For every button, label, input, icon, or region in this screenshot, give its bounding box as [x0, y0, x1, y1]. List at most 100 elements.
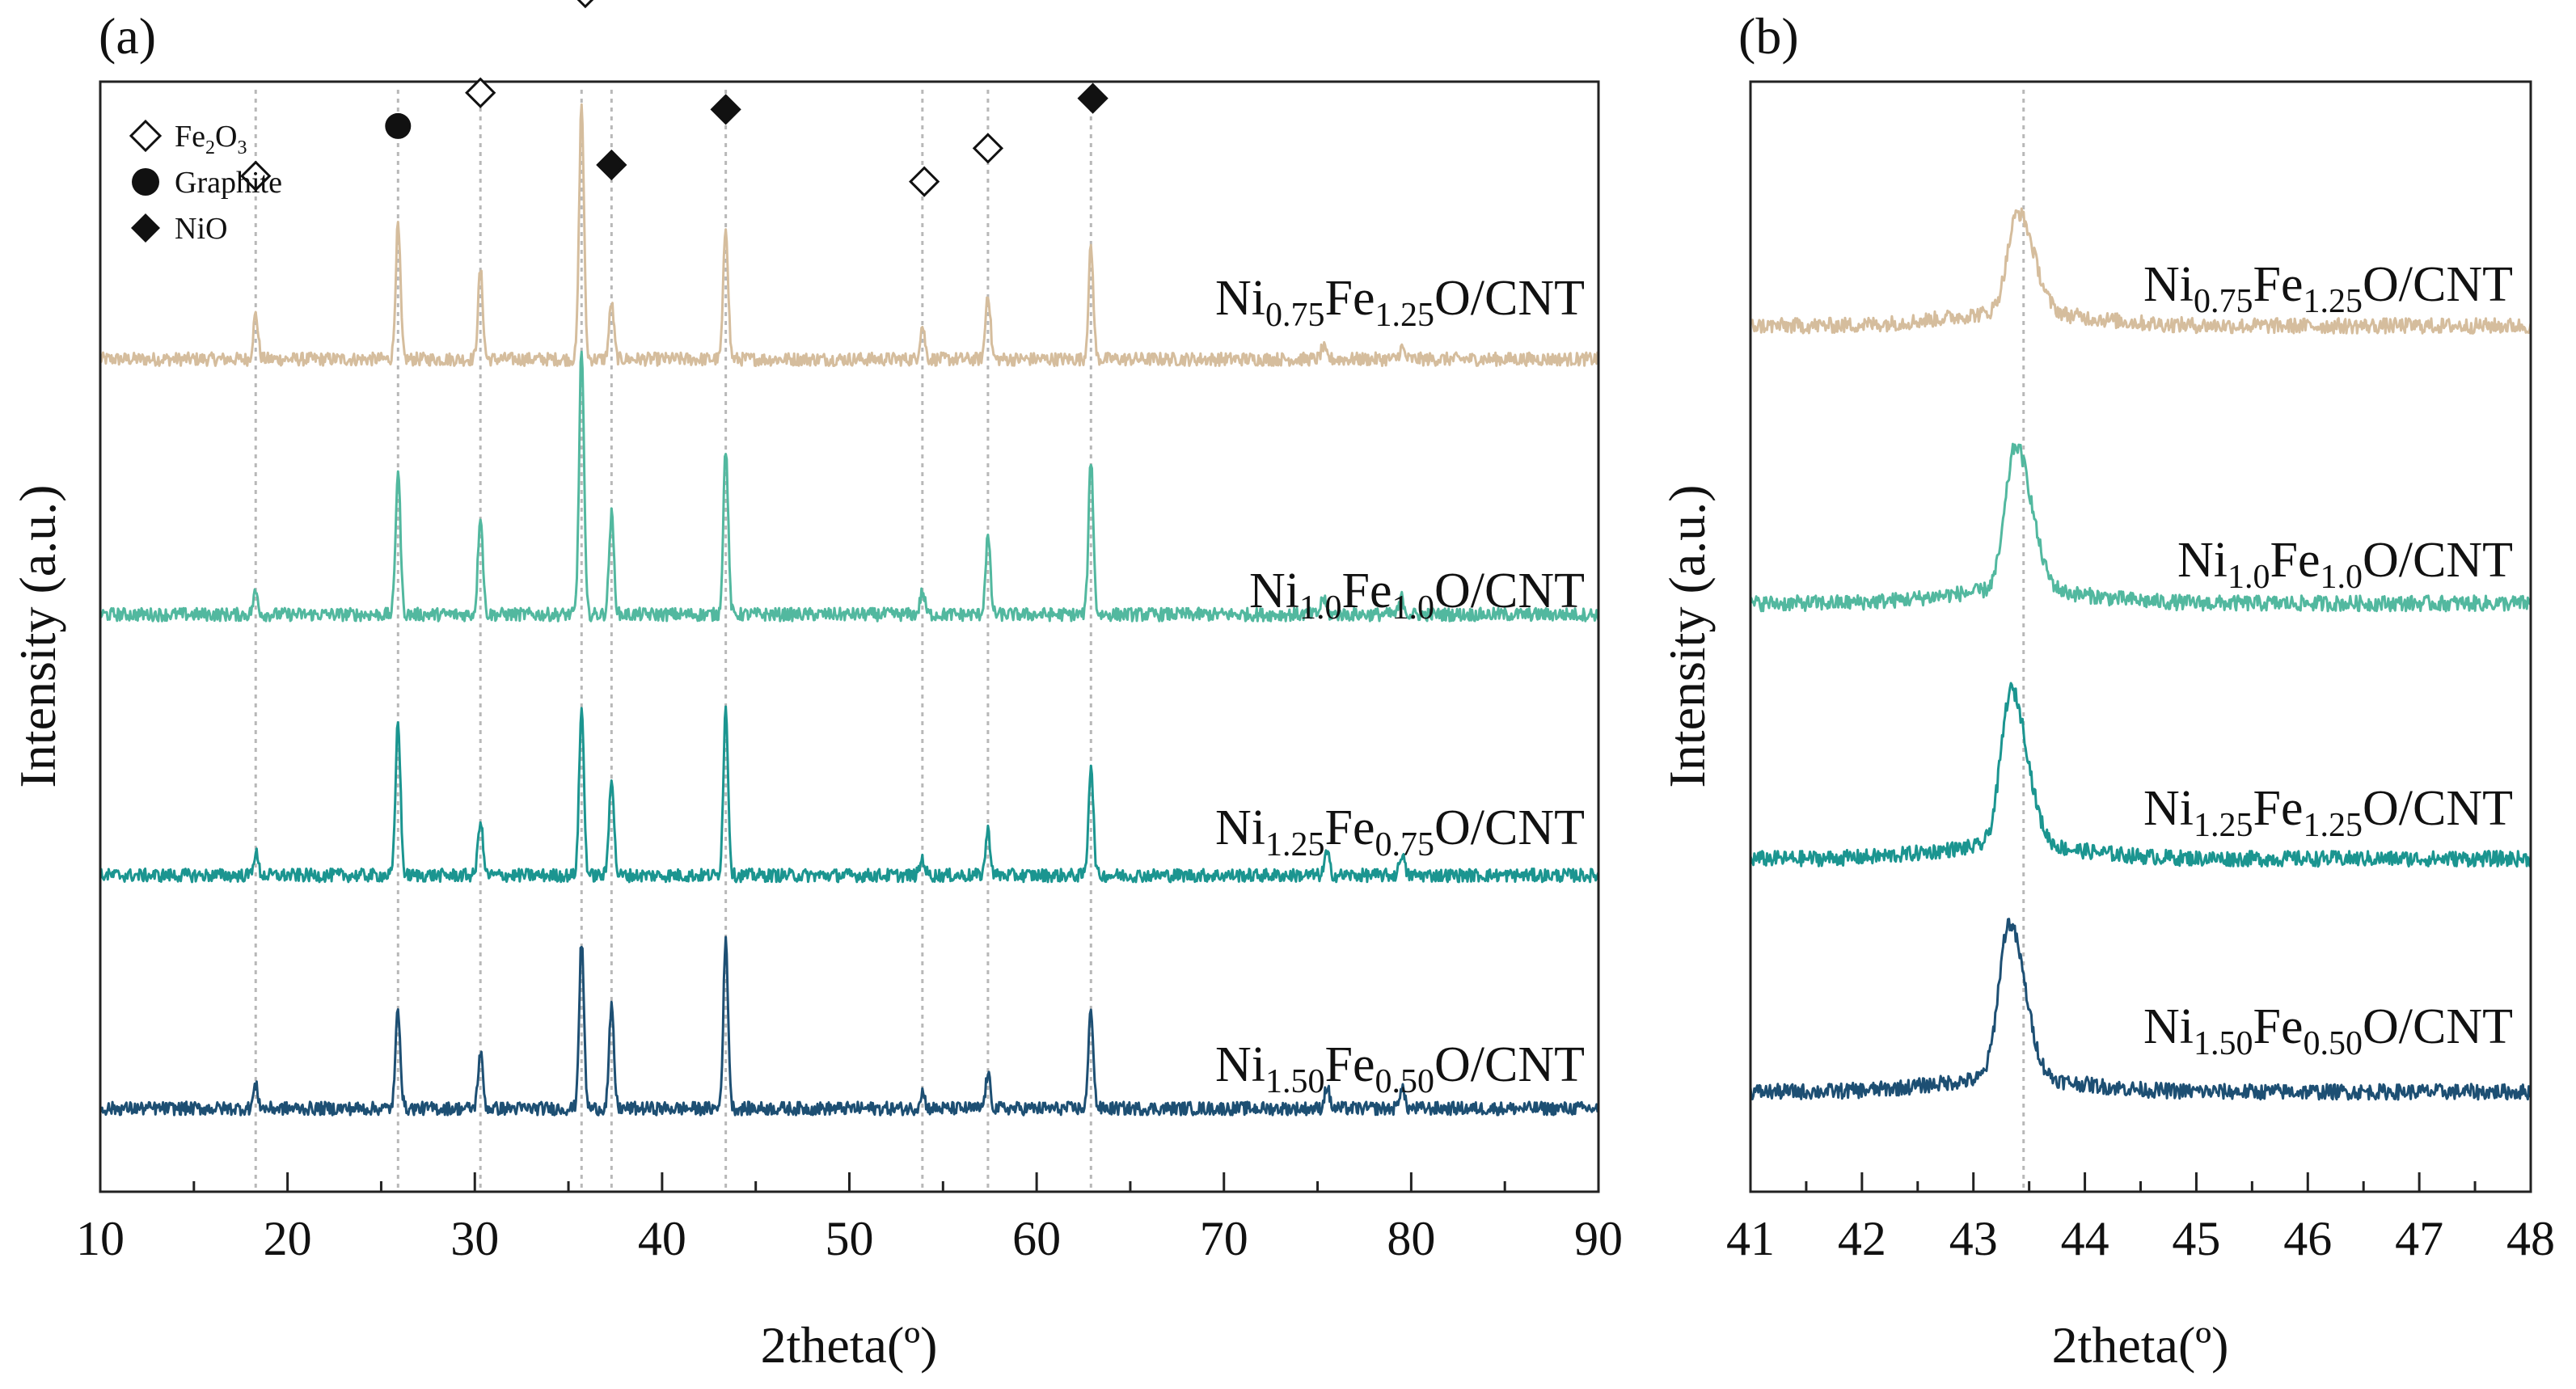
a-label3-s1: 1.50	[1265, 1063, 1325, 1100]
a-label0-ni: Ni	[1215, 271, 1265, 326]
panel-a-y-axis-label: Intensity (a.u.)	[9, 485, 66, 788]
b-label1-fe: Fe	[2270, 533, 2321, 588]
graphite-marker	[385, 112, 412, 139]
panel-a-plot-frame	[99, 80, 1600, 1193]
series-line-3	[99, 935, 1600, 1117]
b-label3-ni: Ni	[2143, 999, 2194, 1054]
a-label0-s1: 0.75	[1265, 297, 1325, 334]
legend-fe2o3-part2: O	[215, 120, 237, 154]
x-tick-label: 90	[1574, 1212, 1623, 1265]
b-label1-ni: Ni	[2177, 533, 2228, 588]
x-tick-label: 44	[2061, 1212, 2109, 1265]
nio-marker	[1077, 82, 1109, 114]
series-line-2	[1749, 682, 2532, 868]
b-label3-s2: 0.50	[2304, 1025, 2363, 1062]
panel-b-series-labels: Ni0.75Fe1.25O/CNT Ni1.0Fe1.0O/CNT Ni1.25…	[2143, 257, 2513, 1062]
fe2o3-marker	[576, 0, 594, 9]
nio-marker	[710, 94, 741, 125]
panel-a-x-axis-label: 2theta(º)	[761, 1316, 938, 1374]
x-tick-label: 20	[264, 1212, 312, 1265]
a-label2-s2: 0.75	[1375, 826, 1435, 863]
b-label0-ni: Ni	[2143, 257, 2194, 312]
legend-graphite-label: Graphite	[175, 166, 282, 200]
x-tick-label: 70	[1200, 1212, 1248, 1265]
legend-fe2o3-sub1: 2	[205, 137, 215, 158]
x-tick-label: 46	[2283, 1212, 2332, 1265]
x-tick-label: 45	[2172, 1212, 2220, 1265]
b-label1-s1: 1.0	[2228, 559, 2270, 596]
panel-b-y-axis-label: Intensity (a.u.)	[1658, 485, 1716, 788]
series-line-0	[1750, 207, 2532, 335]
b-label0-s2: 1.25	[2304, 283, 2363, 320]
b-label3-s1: 1.50	[2194, 1025, 2253, 1062]
panel-b-x-axis-label: 2theta(º)	[2052, 1316, 2229, 1374]
panel-b-traces	[1749, 207, 2532, 1101]
a-label1-s1: 1.0	[1299, 589, 1342, 627]
a-label0-fe: Fe	[1325, 271, 1375, 326]
series-line-1	[99, 350, 1600, 623]
x-tick-label: 41	[1726, 1212, 1775, 1265]
b-label0-fe: Fe	[2253, 257, 2304, 312]
open-diamond-icon	[129, 119, 163, 153]
a-label2-fe: Fe	[1325, 800, 1375, 855]
panel-a-reference-lines	[254, 90, 1092, 1192]
b-series-label-0: Ni0.75Fe1.25O/CNT	[2143, 257, 2513, 320]
panel-a-x-ticks: 10 20 30 40 50 60 70 80 90	[76, 1172, 1623, 1265]
legend-fe2o3-sub2: 3	[237, 137, 247, 158]
panel-a-legend: Fe2O3 Graphite NiO	[129, 119, 282, 246]
a-label1-ni: Ni	[1249, 564, 1299, 619]
b-label1-s2: 1.0	[2321, 559, 2363, 596]
b-series-label-3: Ni1.50Fe0.50O/CNT	[2143, 999, 2513, 1062]
legend-entry-fe2o3: Fe2O3	[129, 119, 247, 158]
a-label0-tail: O/CNT	[1434, 271, 1585, 326]
a-label2-ni: Ni	[1215, 800, 1265, 855]
a-label2-tail: O/CNT	[1434, 800, 1585, 855]
a-label1-tail: O/CNT	[1434, 564, 1585, 619]
filled-circle-icon	[132, 168, 159, 196]
panel-a-series-labels: Ni0.75Fe1.25O/CNT Ni1.0Fe1.0O/CNT Ni1.25…	[1215, 271, 1585, 1100]
panel-b-x-ticks: 41 42 43 44 45 46 47 48	[1726, 1172, 2555, 1265]
x-tick-label: 50	[826, 1212, 874, 1265]
legend-entry-nio: NiO	[131, 212, 227, 246]
fe2o3-marker	[240, 160, 272, 192]
b-label3-fe: Fe	[2253, 999, 2304, 1054]
b-series-label-2: Ni1.25Fe1.25O/CNT	[2143, 781, 2513, 844]
b-label2-s1: 1.25	[2194, 807, 2253, 844]
a-label3-ni: Ni	[1215, 1037, 1265, 1092]
panel-a-traces	[99, 103, 1600, 1117]
b-label2-ni: Ni	[2143, 781, 2194, 836]
b-label0-s1: 0.75	[2194, 283, 2253, 320]
x-tick-label: 80	[1387, 1212, 1435, 1265]
panel-a-phase-markers	[240, 0, 1109, 197]
x-tick-label: 30	[450, 1212, 499, 1265]
x-tick-label: 60	[1012, 1212, 1061, 1265]
legend-entry-graphite: Graphite	[132, 166, 282, 200]
fe2o3-marker	[909, 166, 940, 197]
svg-text:Fe2O3: Fe2O3	[175, 120, 247, 158]
series-line-1	[1749, 442, 2532, 613]
b-label2-s2: 1.25	[2304, 807, 2363, 844]
series-line-2	[99, 705, 1600, 884]
legend-nio-label: NiO	[175, 212, 227, 246]
a-label1-s2: 1.0	[1392, 589, 1435, 627]
a-series-label-0: Ni0.75Fe1.25O/CNT	[1215, 271, 1585, 334]
a-label0-s2: 1.25	[1375, 297, 1435, 334]
b-label2-tail: O/CNT	[2363, 781, 2513, 836]
x-tick-label: 48	[2506, 1212, 2555, 1265]
b-label1-tail: O/CNT	[2363, 533, 2513, 588]
b-series-label-1: Ni1.0Fe1.0O/CNT	[2177, 533, 2513, 596]
x-tick-label: 43	[1949, 1212, 1998, 1265]
series-line-0	[99, 103, 1600, 367]
a-series-label-2: Ni1.25Fe0.75O/CNT	[1215, 800, 1585, 863]
nio-marker	[596, 149, 627, 181]
series-line-3	[1749, 918, 2532, 1101]
a-series-label-1: Ni1.0Fe1.0O/CNT	[1249, 564, 1585, 627]
panel-a: (a) 10 20 30 40 50 60 70 80 90 Fe2O3 Graphite Ni…	[9, 0, 1623, 1374]
a-label3-s2: 0.50	[1375, 1063, 1435, 1100]
x-tick-label: 10	[76, 1212, 125, 1265]
panel-b: (b) 41 42 43 44 45 46 47 48 Ni0.75Fe1.25O/CNT N…	[1658, 7, 2555, 1374]
x-tick-label: 40	[638, 1212, 686, 1265]
b-label0-tail: O/CNT	[2363, 257, 2513, 312]
legend-fe2o3-part1: Fe	[175, 120, 205, 154]
